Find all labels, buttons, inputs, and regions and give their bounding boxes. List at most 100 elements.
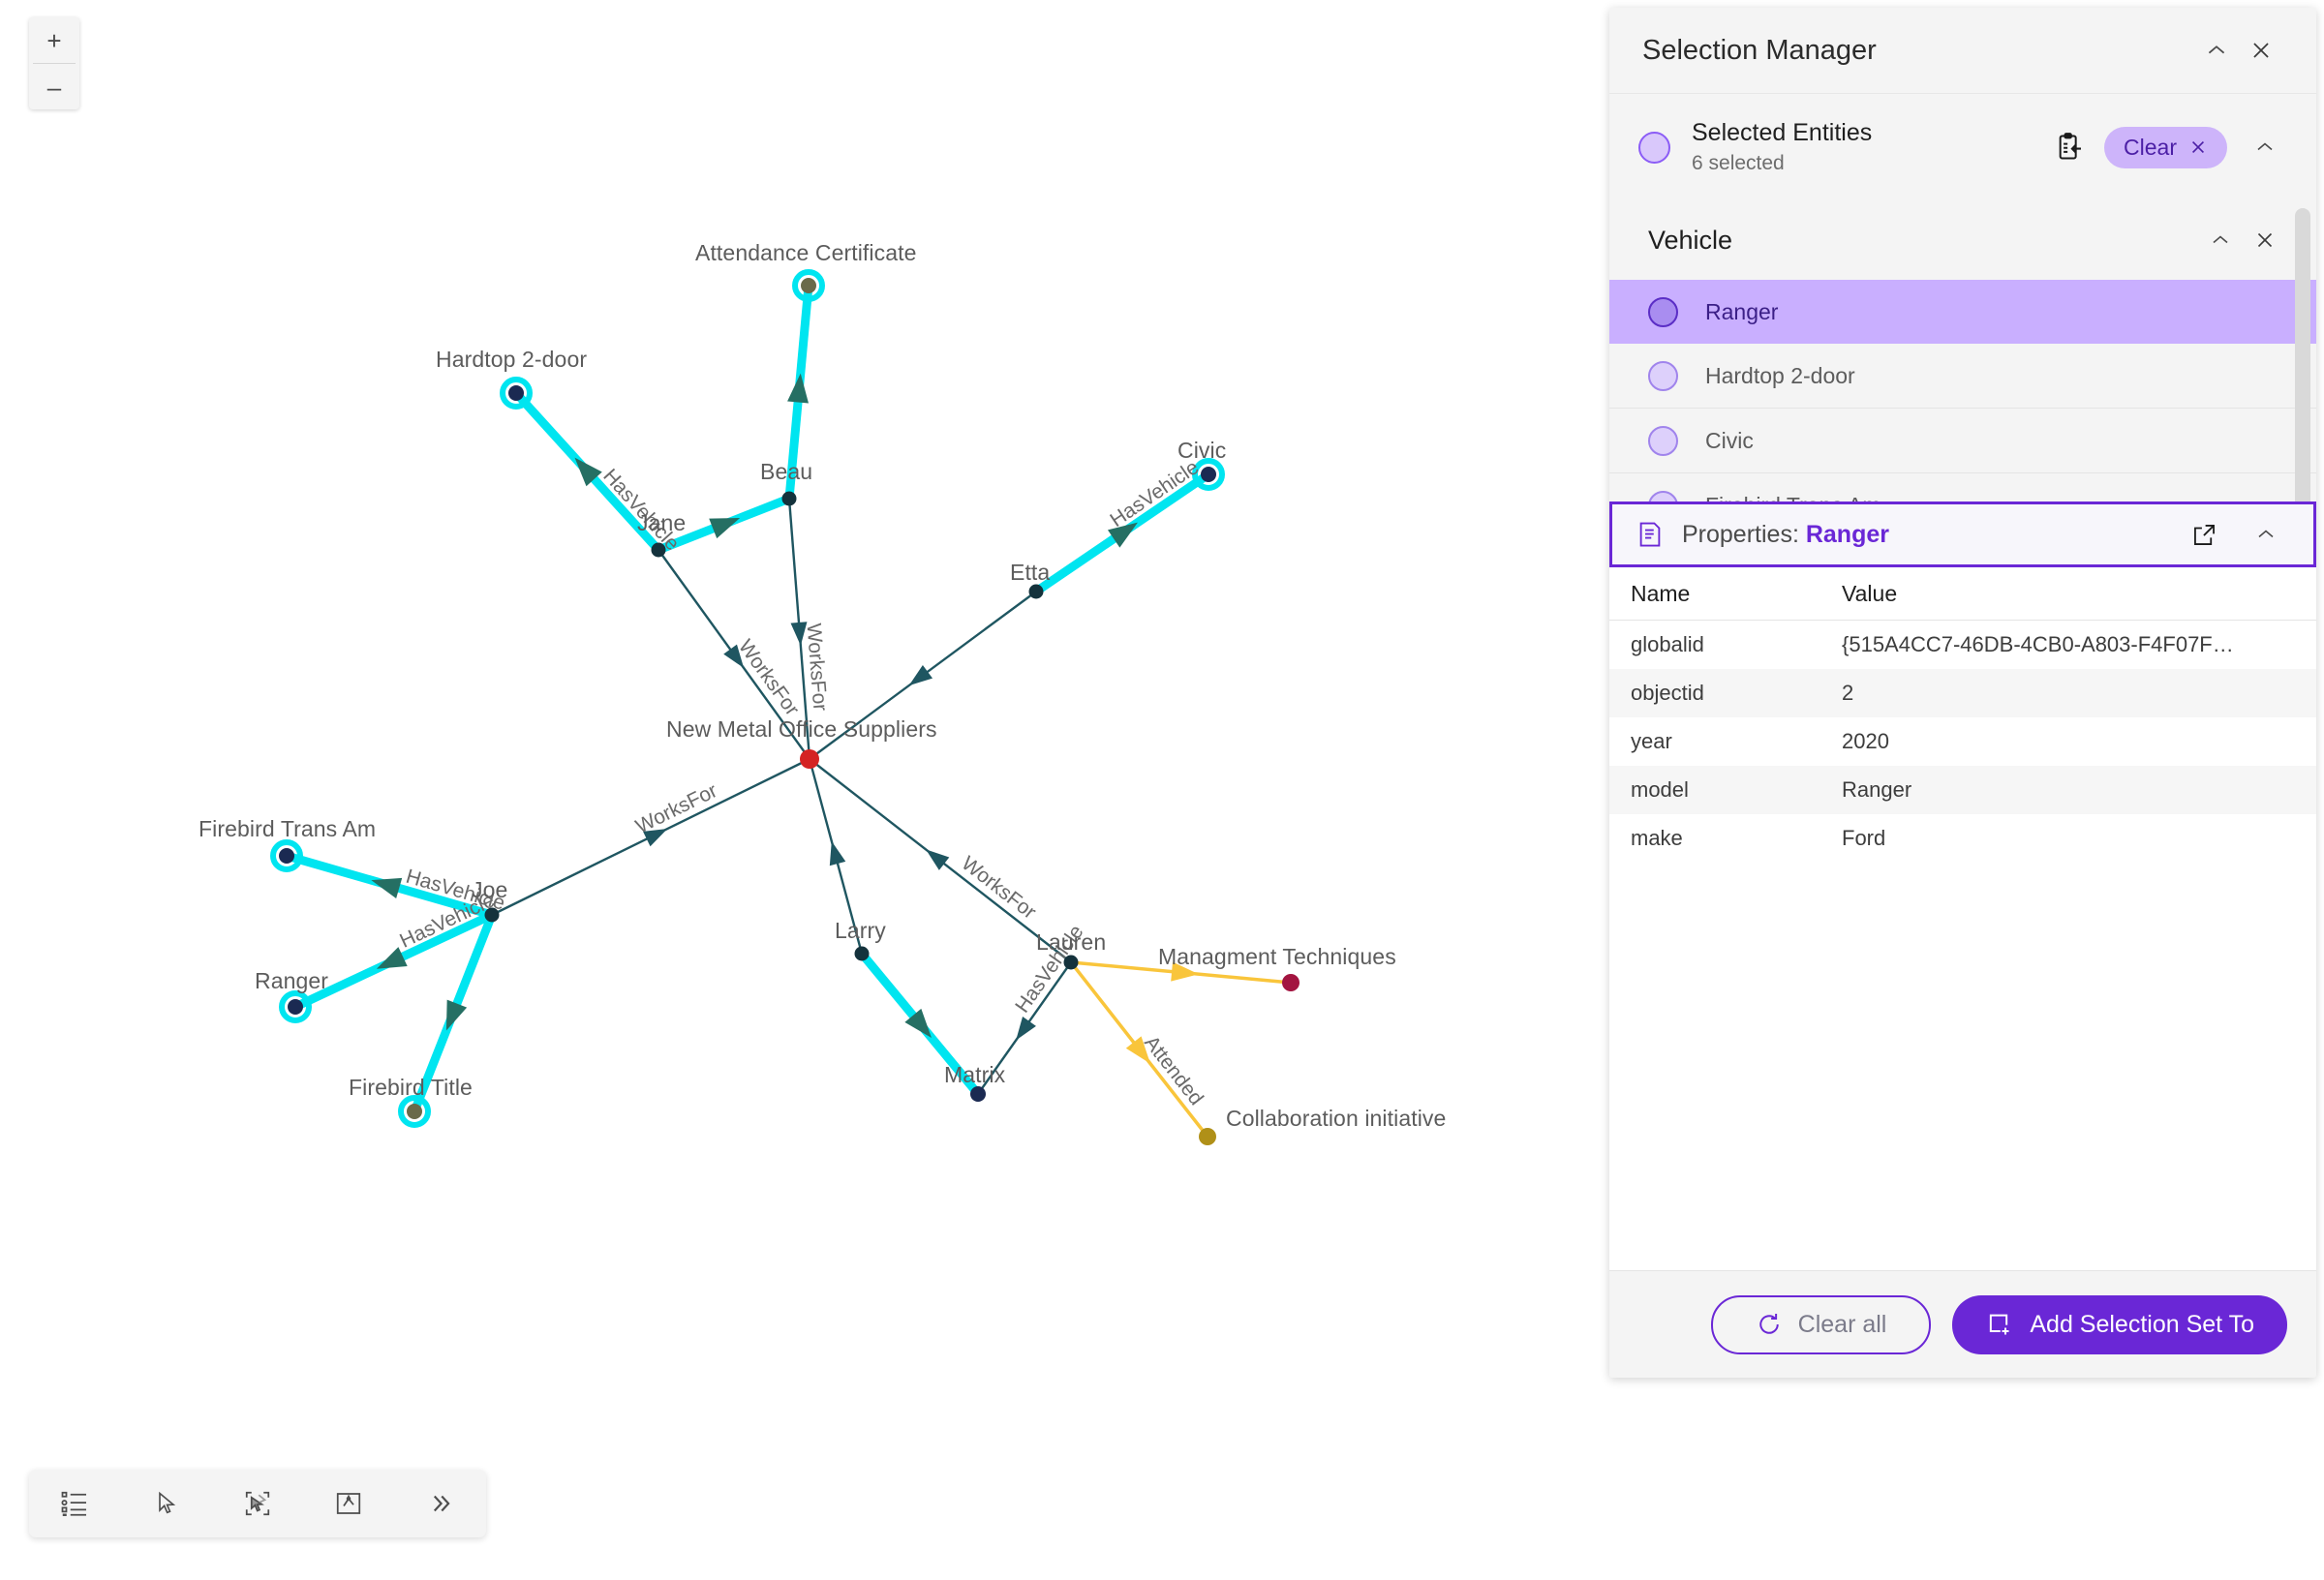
entity-row-hardtop-2-door[interactable]: Hardtop 2-door xyxy=(1609,344,2316,409)
lasso-select-icon[interactable] xyxy=(212,1489,303,1518)
entities-scrollbar[interactable] xyxy=(2295,208,2310,501)
graph-edge-arrow xyxy=(829,840,846,866)
graph-edge-arrow xyxy=(787,373,809,404)
graph-node[interactable] xyxy=(1063,955,1079,970)
clear-all-button[interactable]: Clear all xyxy=(1710,1294,1932,1354)
graph-edge-arrow xyxy=(723,644,745,669)
graph-edge-arrow xyxy=(904,1008,932,1038)
entity-row-civic[interactable]: Civic xyxy=(1609,409,2316,473)
graph-node[interactable] xyxy=(508,385,524,401)
graph-toolbar[interactable] xyxy=(29,1470,486,1537)
graph-node-highlight xyxy=(1192,458,1225,491)
graph-node-label: New Metal Office Suppliers xyxy=(666,716,937,742)
group-title: Vehicle xyxy=(1648,225,1733,255)
entity-row-ranger[interactable]: Ranger xyxy=(1609,280,2316,344)
properties-row: make Ford xyxy=(1609,814,2316,863)
add-to-icon xyxy=(1990,1314,2009,1335)
graph-edge-arrow xyxy=(1016,1017,1036,1041)
graph-node-label: Hardtop 2-door xyxy=(436,347,588,372)
selected-entities-row[interactable]: Selected Entities 6 selected Clear xyxy=(1609,94,2316,200)
zoom-divider xyxy=(33,63,76,64)
graph-node[interactable] xyxy=(801,278,816,293)
panel-body: Selected Entities 6 selected Clear xyxy=(1609,94,2316,1270)
property-value: 2 xyxy=(1842,681,1854,705)
clear-chip-close-icon[interactable] xyxy=(2188,137,2208,157)
selection-manager-panel[interactable]: Selection Manager Selected Entities 6 se… xyxy=(1609,8,2316,1378)
properties-row: year 2020 xyxy=(1609,717,2316,766)
graph-node-label: Firebird Trans Am xyxy=(199,816,377,841)
group-collapse-icon[interactable] xyxy=(2198,218,2243,262)
selected-entities-count: 6 selected xyxy=(1692,152,1785,174)
property-value: Ford xyxy=(1842,826,1886,850)
entity-dot-icon xyxy=(1648,490,1678,501)
list-icon[interactable] xyxy=(29,1489,120,1518)
graph-node[interactable] xyxy=(1201,467,1216,482)
graph-node[interactable] xyxy=(651,542,666,558)
add-selection-set-button[interactable]: Add Selection Set To xyxy=(1952,1294,2287,1354)
entity-dot-icon xyxy=(1648,296,1678,327)
graph-edge-arrow xyxy=(908,664,933,686)
properties-row: globalid {515A4CC7-46DB-4CB0-A803-F4F07F… xyxy=(1609,621,2316,669)
properties-entity-name: Ranger xyxy=(1805,520,1889,548)
graph-node[interactable] xyxy=(1028,584,1044,599)
copy-to-clipboard-icon[interactable] xyxy=(2048,126,2091,168)
property-value: 2020 xyxy=(1842,729,1889,753)
clear-selection-chip[interactable]: Clear xyxy=(2104,126,2227,168)
clear-chip-label: Clear xyxy=(2124,134,2177,160)
graph-edge-arrow xyxy=(709,517,741,539)
more-icon[interactable] xyxy=(395,1489,486,1518)
property-value: {515A4CC7-46DB-4CB0-A803-F4F07F… xyxy=(1842,632,2234,656)
add-selection-set-label: Add Selection Set To xyxy=(2030,1310,2254,1338)
zoom-control[interactable]: + – xyxy=(29,17,79,109)
properties-column-value: Value xyxy=(1842,580,1898,606)
graph-node[interactable] xyxy=(854,946,870,961)
graph-node-label: Collaboration initiative xyxy=(1226,1106,1447,1131)
properties-collapse-icon[interactable] xyxy=(2244,512,2288,557)
panel-footer: Clear all Add Selection Set To xyxy=(1609,1270,2316,1378)
entity-label: Hardtop 2-door xyxy=(1705,362,1855,388)
graph-node-label: Larry xyxy=(835,918,886,943)
properties-title: Properties: Ranger xyxy=(1682,521,2164,549)
group-close-icon[interactable] xyxy=(2243,218,2287,262)
graph-node[interactable] xyxy=(781,491,797,506)
graph-node[interactable] xyxy=(1282,974,1300,991)
graph-canvas[interactable]: HasVehicle WorksFor WorksFor HasVehicle HasV… xyxy=(0,0,1607,1580)
graph-edge-arrow xyxy=(371,877,403,898)
properties-header[interactable]: Properties: Ranger xyxy=(1609,501,2316,567)
entity-label: Ranger xyxy=(1705,298,1779,324)
graph-node[interactable] xyxy=(1199,1128,1216,1145)
graph-node-label: Etta xyxy=(1010,560,1051,585)
graph-node-label: Matrix xyxy=(944,1062,1006,1087)
graph-node[interactable] xyxy=(288,999,303,1015)
panel-title: Selection Manager xyxy=(1642,34,1877,66)
pointer-icon[interactable] xyxy=(120,1490,211,1517)
properties-popout-icon[interactable] xyxy=(2182,512,2226,557)
entity-dot-icon xyxy=(1648,425,1678,456)
graph-node[interactable] xyxy=(800,749,819,769)
entities-scrollbar-thumb[interactable] xyxy=(2295,208,2310,501)
entity-row-firebird-trans-am[interactable]: Firebird Trans Am xyxy=(1609,473,2316,501)
selected-entities-title: Selected Entities xyxy=(1692,119,1873,146)
refresh-icon xyxy=(1758,1314,1779,1334)
selected-entities-collapse-icon[interactable] xyxy=(2243,125,2287,169)
graph-node-highlight xyxy=(279,990,312,1023)
graph-node-highlight xyxy=(500,377,533,410)
graph-node[interactable] xyxy=(407,1104,422,1119)
entity-label: Civic xyxy=(1705,427,1754,453)
properties-prefix: Properties: xyxy=(1682,520,1806,548)
property-value: Ranger xyxy=(1842,777,1912,802)
graph-node[interactable] xyxy=(484,907,500,923)
graph-node-label: Joe xyxy=(472,877,508,902)
entities-scroll-area[interactable]: Selected Entities 6 selected Clear xyxy=(1609,94,2316,501)
graph-node-highlight xyxy=(270,839,303,872)
panel-close-icon[interactable] xyxy=(2239,28,2283,73)
properties-table-header: Name Value xyxy=(1609,567,2316,621)
layout-icon[interactable] xyxy=(303,1489,394,1518)
graph-node-label: Beau xyxy=(760,459,813,484)
graph-node[interactable] xyxy=(970,1086,986,1102)
entity-groups: Vehicle Ranger Hardtop 2-door Civic Firebird… xyxy=(1609,200,2316,501)
zoom-in-button[interactable]: + xyxy=(46,25,62,55)
graph-node[interactable] xyxy=(279,848,294,864)
panel-collapse-icon[interactable] xyxy=(2194,28,2239,73)
zoom-out-button[interactable]: – xyxy=(46,72,62,102)
